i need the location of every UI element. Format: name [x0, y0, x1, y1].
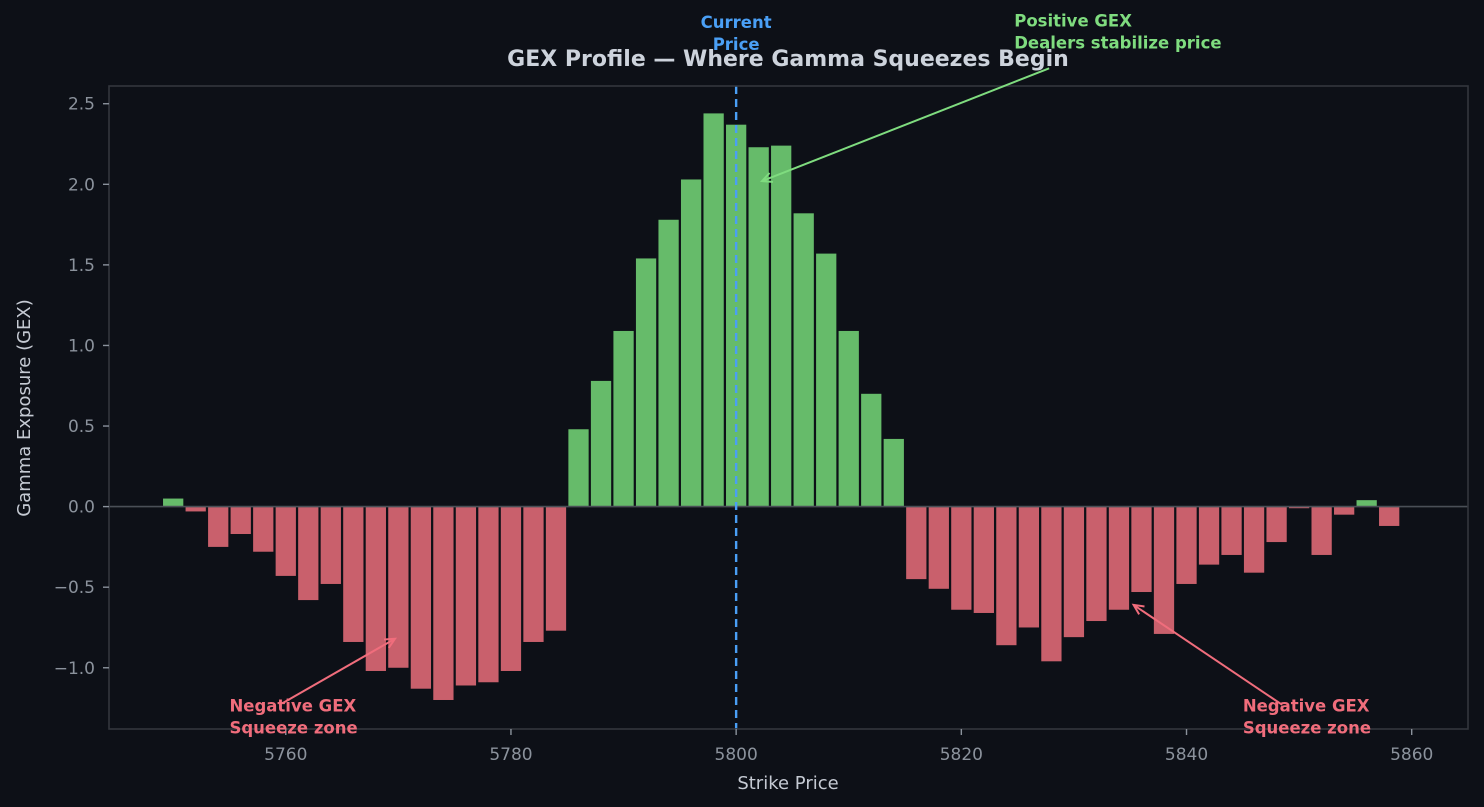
- gex-bar-5778: [478, 506, 499, 683]
- x-axis-label: Strike Price: [737, 773, 838, 794]
- gex-bar-5782: [523, 506, 544, 642]
- gex-bar-5842: [1198, 506, 1220, 565]
- y-axis-label: Gamma Exposure (GEX): [14, 299, 35, 517]
- y-axis: −1.0 −0.5 0.0 0.5 1.0 1.5 2.0 2.5: [54, 95, 109, 679]
- gex-bar-5826: [1018, 506, 1040, 628]
- arrowhead-icon: [383, 637, 397, 649]
- gex-bar-5814: [883, 438, 904, 507]
- annotation-current-price: Current Price: [701, 13, 772, 54]
- gex-bar-5852: [1311, 506, 1332, 555]
- annotation-arrow-line: [1133, 604, 1283, 706]
- annotation-positive-gex: Positive GEX Dealers stabilize price: [759, 11, 1222, 183]
- annotation-arrow-line: [761, 67, 1050, 183]
- annotations-group: Current Price Positive GEX Dealers stabiliz…: [229, 11, 1371, 737]
- annotation-text: Squeeze zone: [1243, 718, 1371, 737]
- gex-bar-5808: [816, 253, 837, 507]
- gex-bar-5848: [1266, 506, 1287, 543]
- gex-bar-5796: [680, 179, 702, 507]
- gex-bar-5758: [253, 506, 274, 552]
- gex-bar-5830: [1063, 506, 1085, 638]
- gex-bar-5812: [861, 393, 882, 507]
- chart-title: GEX Profile — Where Gamma Squeezes Begin: [507, 47, 1069, 72]
- gex-bar-5818: [928, 506, 949, 589]
- arrowhead-icon: [759, 172, 774, 183]
- y-tick-label: 1.0: [68, 336, 95, 356]
- annotation-text: Negative GEX: [1243, 696, 1370, 715]
- gex-bar-5754: [208, 506, 229, 547]
- gex-bar-5816: [906, 506, 927, 580]
- annotation-text: Positive GEX: [1014, 11, 1132, 30]
- gex-bar-5828: [1041, 506, 1062, 662]
- gex-bar-5762: [298, 506, 319, 601]
- gex-bar-5836: [1131, 506, 1152, 593]
- y-tick-label: −1.0: [54, 659, 95, 679]
- gex-bar-5820: [951, 506, 972, 610]
- gex-bar-5764: [320, 506, 341, 584]
- x-tick-label: 5840: [1165, 745, 1208, 765]
- gex-bar-5832: [1086, 506, 1107, 622]
- gex-bar-5768: [365, 506, 386, 671]
- gex-bar-5772: [410, 506, 432, 689]
- gex-bar-5824: [996, 506, 1017, 646]
- gex-bar-5750: [163, 498, 184, 507]
- annotation-negative-gex-right: Negative GEX Squeeze zone: [1131, 603, 1371, 737]
- gex-bar-5854: [1334, 506, 1355, 515]
- y-tick-label: 0.0: [68, 498, 95, 518]
- gex-bar-5844: [1221, 506, 1242, 555]
- plot-frame: [108, 85, 1469, 730]
- annotation-text: Current: [701, 13, 772, 32]
- bars-group: [163, 113, 1400, 700]
- gex-bar-5792: [635, 258, 657, 507]
- x-tick-label: 5760: [264, 745, 307, 765]
- y-tick-label: −0.5: [54, 578, 95, 598]
- gex-bar-5760: [275, 506, 296, 576]
- y-tick-label: 0.5: [68, 417, 95, 437]
- gex-bar-5794: [658, 219, 679, 507]
- gex-bar-5810: [838, 330, 859, 507]
- gex-bar-5800: [726, 124, 747, 507]
- annotation-arrow-line: [281, 637, 396, 705]
- annotation-negative-gex-left: Negative GEX Squeeze zone: [229, 637, 397, 737]
- x-tick-label: 5780: [489, 745, 532, 765]
- annotation-text: Dealers stabilize price: [1014, 33, 1221, 52]
- gex-bar-5790: [613, 330, 634, 507]
- annotation-text: Price: [713, 35, 760, 54]
- gex-bar-5838: [1153, 506, 1175, 634]
- gex-bar-5756: [230, 506, 251, 535]
- annotation-text: Squeeze zone: [229, 718, 357, 737]
- gex-bar-5856: [1356, 500, 1377, 507]
- x-axis: 5760 5780 5800 5820 5840 5860: [264, 729, 1433, 765]
- x-tick-label: 5820: [940, 745, 983, 765]
- gex-bar-5822: [973, 506, 994, 613]
- gex-bar-5788: [590, 380, 612, 507]
- gex-bar-5770: [388, 506, 409, 668]
- gex-bar-5766: [343, 506, 364, 642]
- x-tick-label: 5860: [1390, 745, 1433, 765]
- gex-bar-5850: [1288, 506, 1310, 509]
- gex-bar-5786: [568, 429, 589, 507]
- y-tick-label: 1.5: [68, 256, 95, 276]
- annotation-text: Negative GEX: [229, 696, 356, 715]
- gex-bar-5780: [500, 506, 522, 671]
- gex-bar-5846: [1243, 506, 1265, 573]
- gex-bar-5776: [455, 506, 477, 686]
- x-tick-label: 5800: [715, 745, 758, 765]
- arrowhead-icon: [1131, 603, 1145, 615]
- gex-bar-5802: [748, 147, 769, 507]
- gex-bar-5806: [793, 213, 814, 507]
- y-tick-label: 2.5: [68, 95, 95, 115]
- gex-bar-5858: [1379, 506, 1400, 526]
- gex-bar-5784: [545, 506, 567, 631]
- y-tick-label: 2.0: [68, 175, 95, 195]
- gex-bar-5840: [1176, 506, 1197, 584]
- gex-bar-5804: [771, 145, 792, 507]
- gex-bar-5834: [1108, 506, 1130, 610]
- gex-bar-5752: [185, 506, 206, 512]
- gex-bar-5774: [433, 506, 454, 700]
- gex-bar-5798: [703, 113, 724, 507]
